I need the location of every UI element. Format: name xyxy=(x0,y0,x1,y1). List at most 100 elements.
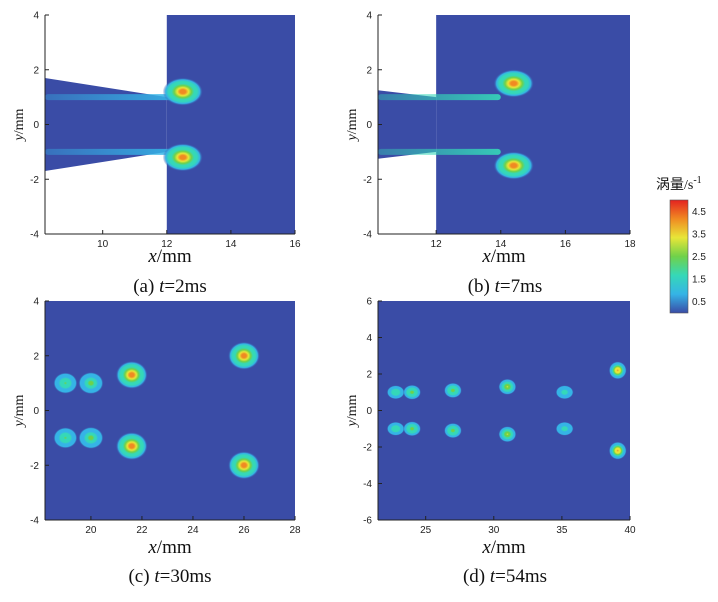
y-axis-label: y/mm xyxy=(12,108,27,142)
y-tick-label: -2 xyxy=(30,461,39,472)
shear-layer xyxy=(378,148,501,155)
shear-layer xyxy=(45,94,174,101)
x-axis-unit: /mm xyxy=(491,246,526,267)
shear-layer xyxy=(378,94,501,101)
caption-time-value: =30ms xyxy=(160,566,212,587)
y-tick-label: 2 xyxy=(366,65,372,76)
caption-label: (b) xyxy=(468,276,495,297)
vortex-core xyxy=(78,426,104,449)
x-axis-unit: /mm xyxy=(491,537,526,558)
y-tick-label: 2 xyxy=(33,351,39,362)
colorbar-title-exponent: -1 xyxy=(693,175,701,186)
x-tick-label: 16 xyxy=(560,239,572,250)
y-axis-variable: y xyxy=(12,133,27,142)
y-axis-label: y/mm xyxy=(12,394,27,428)
x-tick-label: 26 xyxy=(238,525,250,536)
flow-field-background xyxy=(436,15,630,234)
plot-area xyxy=(45,301,295,520)
colorbar-title: 涡量/s-1 xyxy=(656,175,702,193)
y-tick-label: 4 xyxy=(366,11,372,22)
y-tick-label: 0 xyxy=(366,406,372,417)
flow-field-background xyxy=(378,301,630,520)
y-axis-unit: /mm xyxy=(345,394,360,420)
nozzle-inflow-region xyxy=(378,90,437,159)
y-tick-label: -2 xyxy=(30,175,39,186)
vortex-core xyxy=(162,77,203,106)
vortex-core xyxy=(498,426,517,443)
vortex-core xyxy=(443,382,462,399)
colorbar-tick-label: 0.5 xyxy=(692,297,706,308)
caption-time-symbol: t xyxy=(154,566,160,587)
caption-time-value: =2ms xyxy=(164,276,206,297)
panel-caption: (d) t=54ms xyxy=(463,566,547,587)
x-axis-variable: x xyxy=(147,537,157,558)
x-tick-label: 28 xyxy=(289,525,301,536)
x-axis-label: x/mm xyxy=(481,537,525,558)
colorbar-tick-label: 4.5 xyxy=(692,207,706,218)
vortex-core xyxy=(403,421,422,437)
x-tick-label: 20 xyxy=(85,525,97,536)
vortex-core xyxy=(403,384,422,400)
flow-field-background xyxy=(166,15,295,234)
x-tick-label: 25 xyxy=(420,525,432,536)
x-axis-variable: x xyxy=(481,246,491,267)
x-tick-label: 12 xyxy=(431,239,443,250)
caption-label: (a) xyxy=(133,276,159,297)
y-tick-label: -4 xyxy=(363,479,372,490)
colorbar: 涡量/s-1 4.5 3.5 2.5 1.5 0.5 xyxy=(656,175,706,314)
y-tick-label: 4 xyxy=(33,11,39,22)
y-tick-label: 6 xyxy=(366,297,372,308)
x-axis-variable: x xyxy=(147,246,157,267)
colorbar-tick-label: 2.5 xyxy=(692,252,706,263)
vortex-core xyxy=(386,421,405,436)
vortex-core xyxy=(227,341,260,370)
vortex-core xyxy=(53,372,78,394)
y-tick-label: 0 xyxy=(366,120,372,131)
vortex-core xyxy=(498,378,517,395)
x-tick-label: 10 xyxy=(97,239,109,250)
y-tick-label: -4 xyxy=(363,230,372,241)
vortex-core xyxy=(443,422,462,439)
vortex-core xyxy=(555,421,574,436)
vortex-core xyxy=(608,441,627,460)
y-axis-variable: y xyxy=(345,133,360,142)
colorbar-title-text: 涡量/s xyxy=(656,177,693,193)
x-tick-label: 18 xyxy=(624,239,636,250)
caption-label: (d) xyxy=(463,566,490,587)
y-tick-label: 2 xyxy=(33,65,39,76)
vortex-core xyxy=(608,361,627,380)
x-axis-label: x/mm xyxy=(147,537,191,558)
colorbar-tick-label: 3.5 xyxy=(692,229,706,240)
x-tick-label: 24 xyxy=(187,525,199,536)
panel-caption: (c) t=30ms xyxy=(128,566,211,587)
panel-caption: (a) t=2ms xyxy=(133,276,207,297)
x-tick-label: 14 xyxy=(495,239,507,250)
nozzle-inflow-region xyxy=(45,77,167,172)
x-axis-unit: /mm xyxy=(157,537,192,558)
vortex-core xyxy=(53,427,78,449)
y-axis-unit: /mm xyxy=(12,394,27,420)
x-tick-label: 14 xyxy=(225,239,237,250)
vortex-core xyxy=(555,385,574,400)
caption-time-symbol: t xyxy=(159,276,165,297)
y-axis-variable: y xyxy=(12,419,27,428)
y-tick-label: -4 xyxy=(30,230,39,241)
x-axis-variable: x xyxy=(481,537,491,558)
caption-label: (c) xyxy=(128,566,154,587)
vortex-core xyxy=(227,451,260,480)
x-tick-label: 16 xyxy=(289,239,301,250)
caption-time-symbol: t xyxy=(490,566,496,587)
y-tick-label: 2 xyxy=(366,370,372,381)
vortex-core xyxy=(386,385,405,400)
x-tick-label: 22 xyxy=(136,525,148,536)
plot-area xyxy=(378,15,630,234)
x-tick-label: 40 xyxy=(624,525,636,536)
y-tick-label: -2 xyxy=(363,443,372,454)
vortex-core xyxy=(493,69,534,98)
caption-time-symbol: t xyxy=(495,276,501,297)
